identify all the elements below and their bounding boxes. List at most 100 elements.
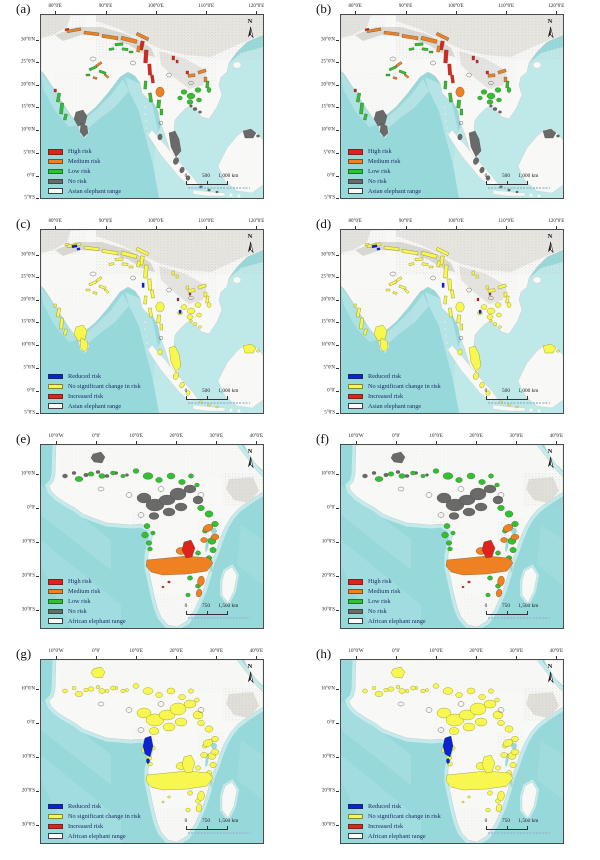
legend-item: Low risk <box>348 597 426 607</box>
risk-area-none <box>492 107 498 111</box>
x-tick-label: 100°0'E <box>447 4 464 9</box>
risk-area-low <box>443 80 448 90</box>
risk-area-high <box>175 59 179 64</box>
legend-label: African elephant range <box>368 832 426 840</box>
risk-area-low <box>388 280 398 287</box>
scale-label: 500 <box>502 388 510 394</box>
risk-area-high <box>161 585 165 589</box>
legend-swatch-none <box>348 178 363 185</box>
x-tick-mark <box>556 11 558 14</box>
risk-area-medium <box>392 76 398 80</box>
map-frame[interactable]: N High risk Medium risk Low risk No risk Asi… <box>340 14 564 199</box>
x-tick-mark <box>556 226 558 229</box>
risk-area-low <box>488 473 494 479</box>
scale-bar-line <box>186 611 228 615</box>
scale-bar-mid-tick <box>507 181 508 184</box>
risk-area-none <box>136 707 152 719</box>
risk-area-none <box>462 507 476 517</box>
risk-area-medium <box>103 73 110 79</box>
risk-area-none <box>473 157 479 165</box>
x-tick-mark <box>516 441 518 444</box>
risk-area-low <box>74 691 84 697</box>
elephant-range-outline <box>125 492 133 498</box>
risk-area-low <box>132 468 140 474</box>
y-tick-label: 25°0'N <box>320 59 335 65</box>
panel-h: (h) 10°0'W 0°0' 10°0'E 20°0'E 30°0'E 40°0'E 1… <box>300 645 600 860</box>
risk-area-low <box>88 65 98 72</box>
risk-area-reduced <box>71 244 78 249</box>
risk-area-none <box>458 709 476 721</box>
risk-area-low <box>486 92 496 100</box>
legend-label: Asian elephant range <box>368 402 422 410</box>
north-label: N <box>247 233 253 240</box>
risk-area-low <box>159 108 163 116</box>
risk-area-low <box>114 42 124 47</box>
map-frame[interactable]: N Reduced risk No significant change in r… <box>340 659 564 844</box>
legend-item: Low risk <box>348 167 421 177</box>
panel-d: (d) 80°0'E 90°0'E 100°0'E 110°0'E 120°0'E 30… <box>300 215 600 430</box>
risk-area-low <box>428 50 434 54</box>
risk-area-low <box>421 47 429 51</box>
elephant-range-outline <box>425 707 433 713</box>
legend-label: Reduced risk <box>68 803 102 811</box>
risk-area-none <box>457 133 463 141</box>
risk-area-high <box>481 754 496 774</box>
risk-area-increased <box>488 292 492 296</box>
risk-area-none <box>425 473 429 477</box>
map-frame[interactable]: N Reduced risk No significant change in r… <box>340 229 564 414</box>
map-frame[interactable]: N Reduced risk No significant change in r… <box>40 229 264 414</box>
risk-area-high <box>481 539 496 559</box>
risk-area-medium <box>195 588 203 598</box>
risk-area-low <box>143 80 148 90</box>
map-frame[interactable]: N High risk Medium risk Low risk No risk Afr… <box>40 444 264 629</box>
panel-a: (a) 80°0'E 90°0'E 100°0'E 110°0'E 120°0'E 30… <box>0 0 300 215</box>
x-tick-mark <box>436 656 438 659</box>
x-tick-mark <box>396 656 398 659</box>
map-canvas <box>41 230 263 413</box>
risk-area-low <box>410 470 416 476</box>
risk-area-none <box>136 492 152 504</box>
y-tick-mark <box>336 474 339 476</box>
risk-area-medium <box>503 76 508 83</box>
panel-f: (f) 10°0'W 0°0' 10°0'E 20°0'E 30°0'E 40°0'E 1… <box>300 430 600 645</box>
map-frame[interactable]: N High risk Medium risk Low risk No risk Afr… <box>340 444 564 629</box>
y-tick-label: 10°0'N <box>20 127 35 133</box>
legend-swatch-range <box>48 618 63 624</box>
map-frame[interactable]: N Reduced risk No significant change in r… <box>40 659 264 844</box>
y-tick-mark <box>336 254 339 256</box>
elephant-range-outline <box>137 727 145 733</box>
risk-area-low <box>159 323 163 331</box>
elephant-range-outline <box>89 271 97 277</box>
scale-label: 1,000 km <box>518 173 539 179</box>
risk-area-low <box>477 95 483 101</box>
risk-area-low <box>196 312 202 318</box>
risk-area-none <box>373 324 388 342</box>
scale-label: 0 <box>484 388 488 394</box>
legend-swatch-range <box>48 403 63 409</box>
scale-bar-line <box>486 396 528 400</box>
scale-bar: 0 750 1,500 km <box>178 818 258 836</box>
north-label: N <box>547 663 553 670</box>
risk-area-low <box>110 470 116 476</box>
y-tick-mark <box>36 299 39 301</box>
risk-area-low <box>166 472 176 480</box>
y-tick-mark <box>336 390 339 392</box>
risk-area-low <box>486 314 494 320</box>
y-tick-mark <box>336 723 339 725</box>
x-tick-mark <box>206 11 208 14</box>
y-tick-label: 0°0' <box>327 720 335 726</box>
legend-swatch-increased <box>348 393 363 400</box>
x-tick-label: 10°0'E <box>129 434 143 439</box>
x-tick-mark <box>476 441 478 444</box>
y-tick-label: 30°0'N <box>20 37 35 43</box>
risk-area-increased <box>476 297 480 302</box>
map-frame[interactable]: N High risk Medium risk Low risk No risk Asi… <box>40 14 264 199</box>
risk-area-medium <box>497 790 505 802</box>
legend-item: Reduced risk <box>48 372 141 382</box>
risk-area-none <box>71 686 77 690</box>
risk-area-reduced <box>446 758 450 764</box>
risk-area-none <box>436 492 452 504</box>
x-tick-label: 0°0' <box>92 649 101 654</box>
y-tick-label: 5°0'N <box>23 365 35 371</box>
north-arrow: N <box>244 233 256 254</box>
